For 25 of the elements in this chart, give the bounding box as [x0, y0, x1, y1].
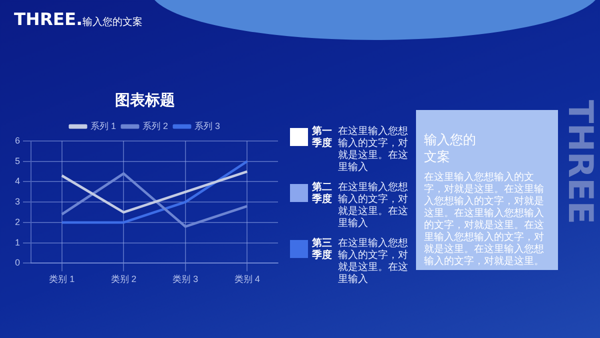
text: 在这里输入您想输入的文字，对就是这里。在这里输入: [338, 238, 409, 286]
text: 在这里输入您想输入的文字，对就是这里。在这里输入您想输入的文字，对就是这里。在这里输入您想输入的文字，对就是这里。在这里输入您想输入的文字，对就是这里。在这里输入您想输入的文字，对就是这里。: [424, 172, 545, 268]
text: 第一季度: [312, 126, 333, 150]
y-tick-label: 1: [14, 237, 20, 248]
y-tick-label: 3: [14, 196, 20, 207]
text: 在这里输入您想输入的文字，对就是这里。在这里输入: [338, 126, 409, 174]
chart-title: 图表标题: [115, 92, 175, 110]
x-tick-label: 类别 3: [172, 274, 198, 284]
x-tick-label: 类别 1: [49, 274, 75, 284]
text: 第三季度: [312, 238, 333, 262]
legend-label: 系列 1: [90, 120, 116, 131]
legend-label: 系列 3: [194, 120, 220, 131]
text: THREE.输入您的文案: [14, 10, 143, 30]
x-tick-label: 类别 2: [110, 274, 136, 284]
y-tick-label: 0: [14, 258, 20, 268]
y-tick-label: 2: [14, 216, 20, 227]
y-tick-label: 6: [14, 135, 20, 146]
text: THREE: [560, 100, 600, 224]
legend-label: 系列 2: [142, 120, 168, 131]
y-tick-label: 5: [14, 156, 20, 166]
y-tick-label: 4: [14, 176, 20, 186]
text: 在这里输入您想输入的文字，对就是这里。在这里输入: [338, 182, 409, 230]
text: 第二季度: [312, 182, 333, 206]
text: 输入您的文案: [424, 132, 477, 166]
x-tick-label: 类别 4: [234, 274, 260, 284]
